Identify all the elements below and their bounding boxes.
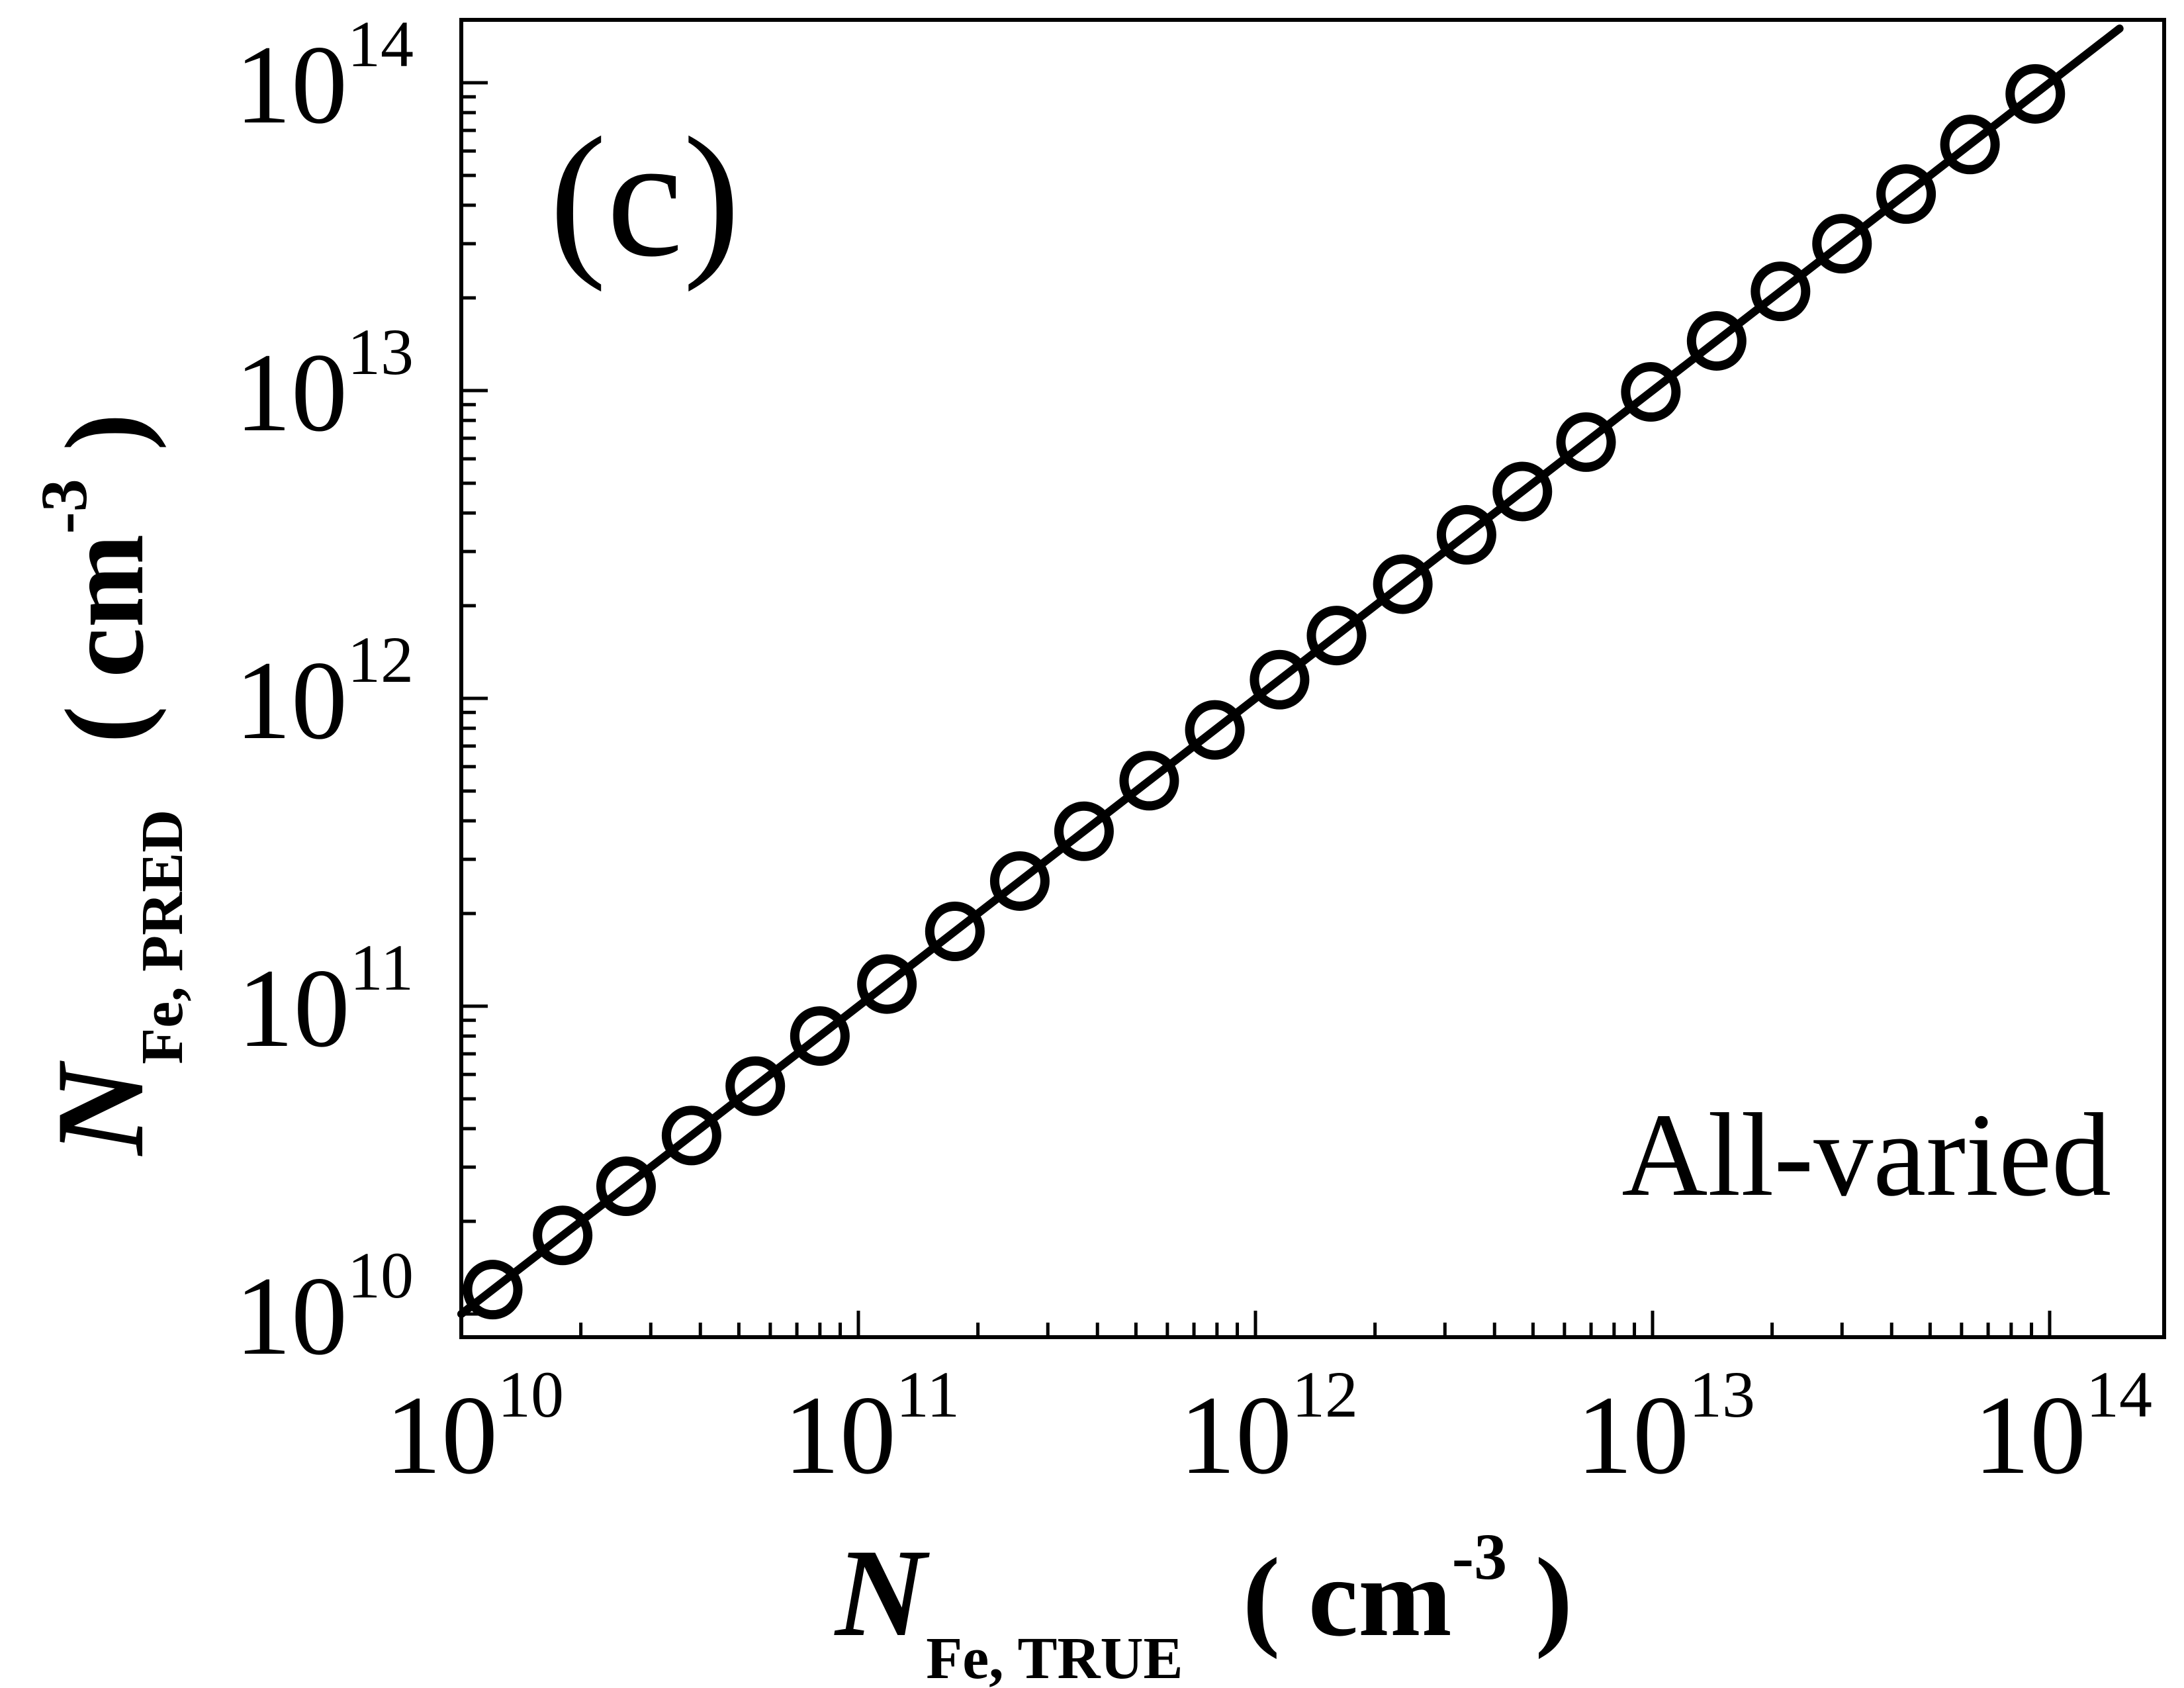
panel-label: (c) bbox=[549, 102, 741, 293]
annotation-label: All-varied bbox=[1621, 1089, 2111, 1221]
y-axis-subscript: Fe, PRED bbox=[130, 810, 195, 1064]
x-axis-title: NFe, TRUE ( cm-3 ) bbox=[834, 1520, 1572, 1688]
y-tick-label: 1014 bbox=[235, 7, 414, 147]
x-tick-label: 1010 bbox=[385, 1358, 564, 1497]
y-axis-title: NFe, PRED ( cm-3 ) bbox=[27, 413, 195, 1156]
x-tick-label: 1012 bbox=[1179, 1358, 1358, 1497]
y-tick-label: 1011 bbox=[238, 931, 414, 1070]
x-tick-label: 1013 bbox=[1576, 1358, 1755, 1497]
x-axis-unit-exp: -3 bbox=[1452, 1520, 1507, 1593]
minor-ticks bbox=[461, 95, 2034, 1337]
reference-line-overlay bbox=[457, 24, 2124, 1318]
x-axis-unit: ( cm bbox=[1243, 1535, 1452, 1660]
y-tick-label: 1010 bbox=[235, 1239, 414, 1378]
x-tick-labels: 1010 1011 1012 1013 1014 bbox=[385, 1358, 2152, 1497]
x-tick-label: 1011 bbox=[784, 1358, 960, 1497]
y-tick-label: 1013 bbox=[235, 315, 414, 455]
x-axis-unit-close: ) bbox=[1507, 1535, 1572, 1660]
y-axis-symbol: N bbox=[31, 1060, 170, 1156]
x-tick-label: 1014 bbox=[1974, 1358, 2152, 1497]
y-tick-labels: 1010 1011 1012 1013 1014 bbox=[235, 7, 414, 1378]
plot-frame bbox=[459, 18, 2166, 1339]
x-axis-subscript: Fe, TRUE bbox=[926, 1626, 1183, 1688]
y-tick-label: 1012 bbox=[235, 623, 414, 763]
x-axis-symbol: N bbox=[834, 1524, 930, 1663]
y-axis-unit-close: ) bbox=[42, 413, 167, 479]
y-axis-unit: ( cm bbox=[42, 534, 167, 743]
y-axis-unit-exp: -3 bbox=[27, 479, 101, 534]
data-points bbox=[457, 24, 2124, 1320]
